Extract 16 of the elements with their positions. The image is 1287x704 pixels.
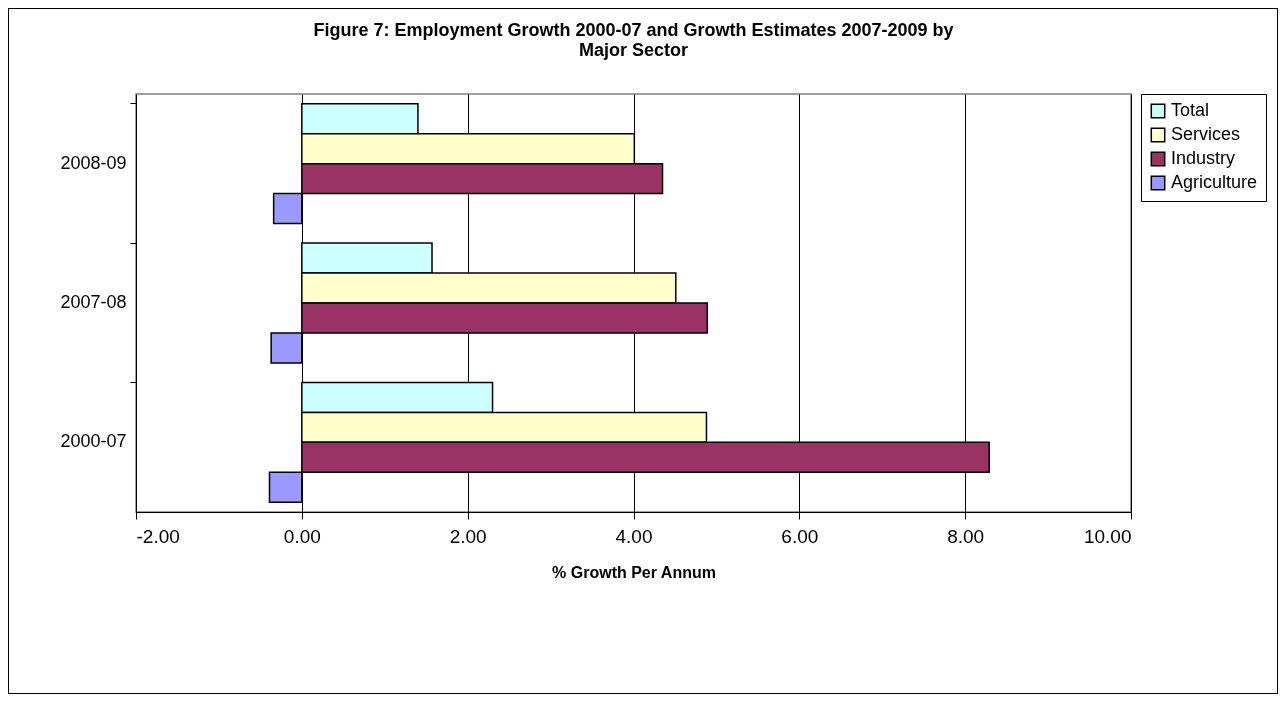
legend-label: Total <box>1171 100 1210 120</box>
y-tick-label: 2000-07 <box>60 431 127 452</box>
x-tick-label: 2.00 <box>449 525 487 547</box>
x-tick-label: -2.00 <box>136 525 180 547</box>
x-tick-label: 10.00 <box>1083 525 1132 547</box>
x-axis-title: % Growth Per Annum <box>552 563 716 581</box>
chart-title: Figure 7: Employment Growth 2000-07 and Growth Estimates 2007-2009 by Major Sector <box>313 19 954 60</box>
y-tick-label: 2007-08 <box>60 292 127 312</box>
legend-label: Industry <box>1171 148 1236 168</box>
x-tick-label: 4.00 <box>615 525 653 547</box>
y-tick-label: 2008-09 <box>60 152 127 173</box>
legend-label: Agriculture <box>1171 172 1258 192</box>
x-tick-label: 0.00 <box>283 525 321 547</box>
x-tick-label: 6.00 <box>781 525 819 547</box>
legend-label: Services <box>1171 124 1241 144</box>
x-tick-label: 8.00 <box>947 525 985 547</box>
